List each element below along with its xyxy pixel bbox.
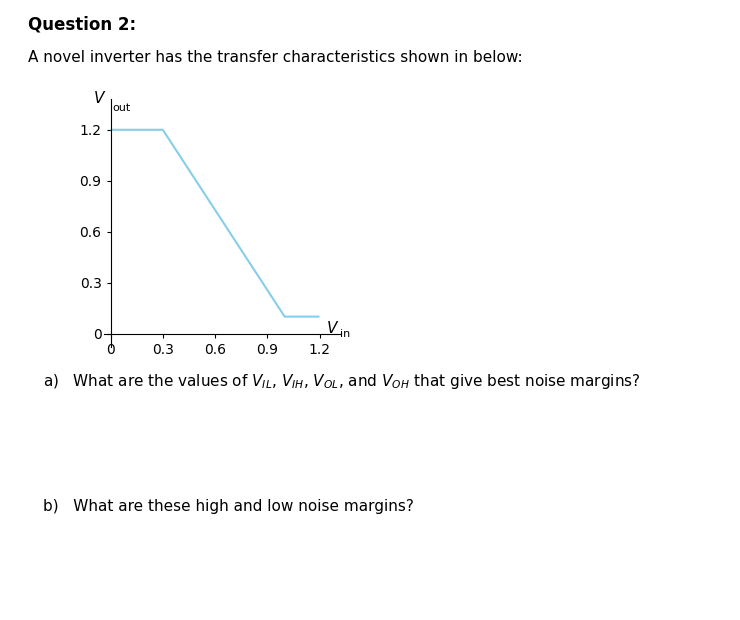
- Text: Question 2:: Question 2:: [28, 16, 136, 33]
- Text: $V$: $V$: [326, 320, 340, 335]
- Text: b)   What are these high and low noise margins?: b) What are these high and low noise mar…: [43, 499, 414, 514]
- Text: $V$: $V$: [93, 90, 107, 106]
- Text: out: out: [112, 103, 130, 113]
- Text: A novel inverter has the transfer characteristics shown in below:: A novel inverter has the transfer charac…: [28, 50, 522, 64]
- Text: in: in: [340, 329, 350, 340]
- Text: a)   What are the values of $V_{IL}$, $V_{IH}$, $V_{OL}$, and $V_{OH}$ that give: a) What are the values of $V_{IL}$, $V_{…: [43, 372, 641, 391]
